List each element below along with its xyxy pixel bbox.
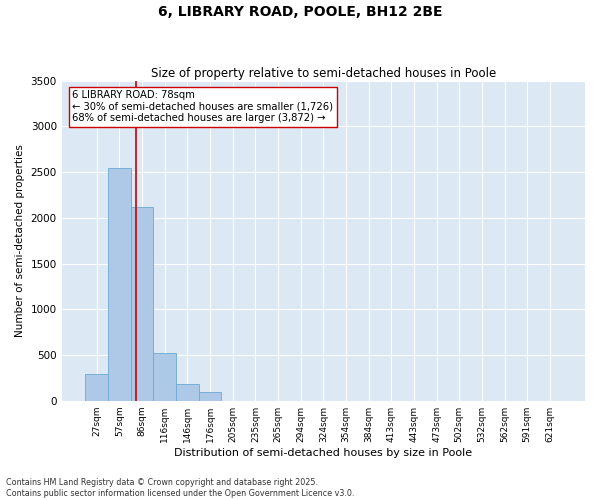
Bar	[131, 207, 154, 400]
Bar	[176, 384, 199, 400]
Text: 6 LIBRARY ROAD: 78sqm
← 30% of semi-detached houses are smaller (1,726)
68% of s: 6 LIBRARY ROAD: 78sqm ← 30% of semi-deta…	[72, 90, 333, 124]
Bar	[154, 353, 176, 401]
Title: Size of property relative to semi-detached houses in Poole: Size of property relative to semi-detach…	[151, 66, 496, 80]
Text: 6, LIBRARY ROAD, POOLE, BH12 2BE: 6, LIBRARY ROAD, POOLE, BH12 2BE	[158, 5, 442, 19]
Bar	[85, 374, 108, 400]
Text: Contains HM Land Registry data © Crown copyright and database right 2025.
Contai: Contains HM Land Registry data © Crown c…	[6, 478, 355, 498]
Y-axis label: Number of semi-detached properties: Number of semi-detached properties	[15, 144, 25, 337]
Bar	[108, 168, 131, 400]
X-axis label: Distribution of semi-detached houses by size in Poole: Distribution of semi-detached houses by …	[174, 448, 472, 458]
Bar	[199, 392, 221, 400]
